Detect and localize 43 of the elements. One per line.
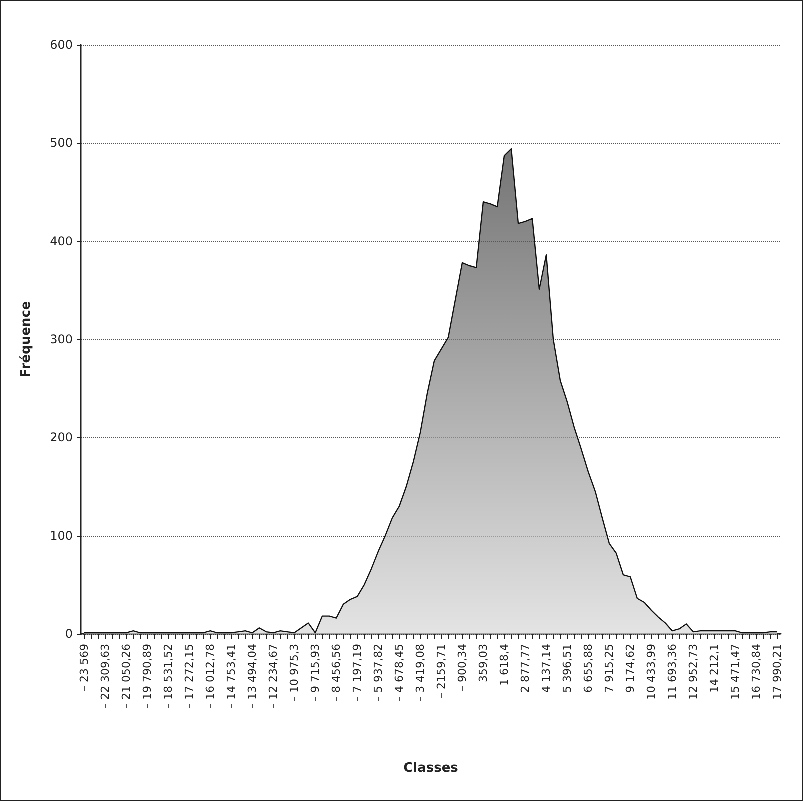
y-tick-label: 200 (50, 430, 73, 445)
x-tick-label: – 17 272,15 (183, 644, 196, 709)
x-tick-label: 4 137,14 (540, 644, 553, 693)
y-tick-label: 0 (65, 627, 73, 641)
x-tick-label: 7 915,25 (603, 644, 616, 693)
x-tick-label: – 14 753,41 (225, 644, 238, 709)
x-axis-title: Classes (404, 761, 459, 776)
y-tick-label: 100 (50, 528, 73, 543)
x-tick-label: 12 952,73 (687, 644, 700, 700)
x-tick-label: 9 174,62 (624, 644, 637, 693)
x-tick-label: – 9 715,93 (309, 644, 322, 702)
y-axis-title: Fréquence (19, 301, 34, 378)
x-tick-label: – 2159,71 (435, 644, 448, 698)
x-tick-label: – 16 012,78 (204, 644, 217, 709)
y-tick-label: 500 (50, 136, 73, 150)
x-tick-label: 16 730,84 (750, 644, 763, 700)
x-tick-label: – 10 975,3 (288, 644, 301, 702)
x-tick-label: – 8 456,56 (330, 644, 343, 702)
x-tick-label: 359,03 (477, 644, 490, 682)
y-tick-label: 600 (50, 38, 73, 52)
y-tick-label: 400 (50, 234, 73, 248)
x-tick-label: 6 655,88 (582, 644, 595, 693)
x-tick-label: – 4 678,45 (393, 644, 406, 702)
x-tick-label: – 23 569 (78, 644, 91, 692)
x-tick-label: – 13 494,04 (246, 644, 259, 709)
x-tick-label: – 7 197,19 (351, 644, 364, 702)
x-tick-label: 1 618,4 (498, 644, 511, 686)
x-tick-label: 17 990,21 (771, 644, 784, 700)
x-tick-label: – 12 234,67 (267, 644, 280, 709)
x-tick-label: 14 212,1 (708, 644, 721, 693)
x-tick-label: 2 877,77 (519, 644, 532, 693)
x-tick-label: – 18 531,52 (162, 644, 175, 709)
x-tick-label: 5 396,51 (561, 644, 574, 693)
x-tick-label: – 5 937,82 (372, 644, 385, 702)
x-tick-label: – 900,34 (456, 644, 469, 692)
x-tick-label: 10 433,99 (645, 644, 658, 700)
x-tick-label: – 22 309,63 (99, 644, 112, 709)
y-tick-label: 300 (50, 332, 73, 346)
x-tick-label: 15 471,47 (729, 644, 742, 700)
x-tick-label: – 3 419,08 (414, 644, 427, 702)
x-tick-label: – 21 050,26 (120, 644, 133, 709)
x-tick-label: – 19 790,89 (141, 644, 154, 709)
x-tick-label: 11 693,36 (666, 644, 679, 700)
